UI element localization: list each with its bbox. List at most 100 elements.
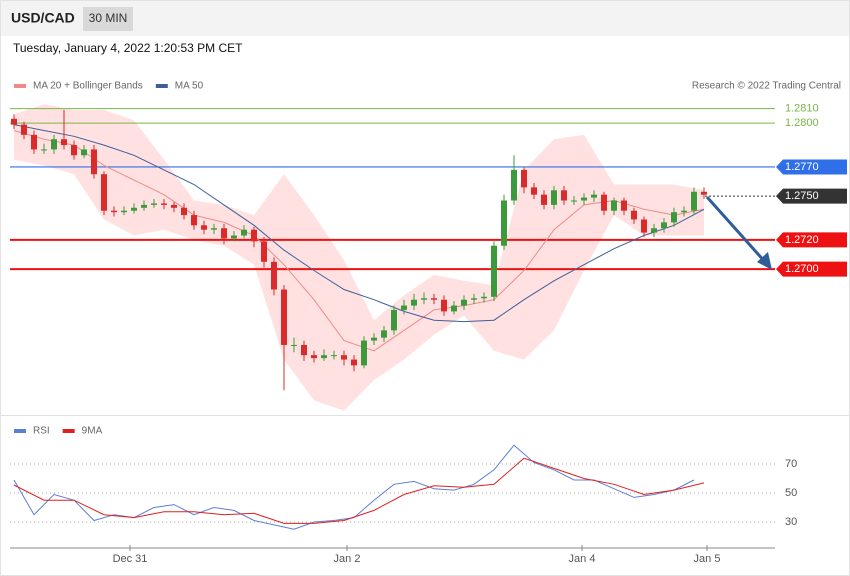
candle-body <box>31 134 37 150</box>
candle-body <box>531 187 537 195</box>
legend-label: MA 20 + Bollinger Bands <box>33 81 143 92</box>
candle-body <box>581 197 587 201</box>
candle-body <box>181 207 187 216</box>
level-label: 1.2700 <box>785 263 819 275</box>
candle-body <box>591 194 597 198</box>
candle-body <box>21 124 27 135</box>
candle-body <box>91 149 97 175</box>
candle-body <box>571 200 577 202</box>
y-tick-label: 50 <box>785 487 797 499</box>
candle-body <box>681 210 687 213</box>
candle-body <box>241 229 247 236</box>
level-label: 1.2800 <box>785 117 819 129</box>
candle-body <box>661 222 667 229</box>
candle-body <box>641 219 647 233</box>
y-tick-label: 30 <box>785 516 797 528</box>
x-tick-label: Dec 31 <box>113 553 148 565</box>
candle-body <box>41 149 47 151</box>
candle-body <box>131 207 137 211</box>
candle-body <box>231 235 237 239</box>
moving-average <box>13 130 705 352</box>
candle-body <box>561 190 567 201</box>
candle-body <box>541 194 547 205</box>
legend-swatch <box>14 429 26 433</box>
candle-body <box>471 298 477 300</box>
candle-body <box>621 200 627 211</box>
candle-body <box>321 355 327 359</box>
level-label: 1.2720 <box>785 234 819 246</box>
candle-body <box>301 344 307 356</box>
candle-body <box>421 298 427 300</box>
candle-body <box>61 139 67 146</box>
candle-body <box>141 204 147 208</box>
x-tick-label: Jan 4 <box>569 553 596 565</box>
candle-body <box>81 149 87 156</box>
legend-swatch <box>14 84 26 88</box>
candle-body <box>371 337 377 341</box>
candle-body <box>121 210 127 213</box>
level-label-box <box>776 261 847 277</box>
moving-average <box>13 124 705 323</box>
forecast-arrow <box>705 196 768 264</box>
candle-body <box>611 200 617 211</box>
source: Research © 2022 Trading Central <box>692 81 841 92</box>
candle-body <box>71 145 77 156</box>
candle-body <box>601 194 607 211</box>
candle-body <box>491 245 497 297</box>
candle-body <box>521 169 527 188</box>
level-label: 1.2810 <box>785 102 819 114</box>
candle-body <box>481 296 487 299</box>
candle-body <box>11 118 17 125</box>
candle-body <box>281 289 287 345</box>
candle-body <box>111 210 117 213</box>
legend-label: 9MA <box>82 426 103 437</box>
timeframe-box <box>83 7 133 31</box>
candle-body <box>191 215 197 226</box>
candle-body <box>361 340 367 366</box>
candle-body <box>501 200 507 246</box>
candle-body <box>171 204 177 208</box>
x-tick-label: Jan 5 <box>694 553 721 565</box>
indicator-line <box>13 457 705 524</box>
bollinger-band <box>14 104 704 411</box>
candle-body <box>701 191 707 195</box>
candle-body <box>271 261 277 290</box>
candle-body <box>401 305 407 310</box>
candle-body <box>511 169 517 201</box>
candle-body <box>451 305 457 312</box>
candle-body <box>671 212 677 223</box>
candle-body <box>441 299 447 312</box>
candle-body <box>221 228 227 239</box>
candle-body <box>251 229 257 242</box>
candle-body <box>211 228 217 230</box>
candle-body <box>351 359 357 366</box>
candle-body <box>161 203 167 205</box>
candle-body <box>51 139 57 150</box>
candle-body <box>101 174 107 211</box>
candle-body <box>291 344 297 346</box>
level-label: 1.2750 <box>785 190 819 202</box>
candle-body <box>331 355 337 357</box>
legend-label: MA 50 <box>175 81 204 92</box>
candle-body <box>261 241 267 262</box>
x-tick-label: Jan 2 <box>334 553 361 565</box>
candle-body <box>391 309 397 331</box>
candle-body <box>381 330 387 338</box>
candle-body <box>461 299 467 306</box>
candle-body <box>691 191 697 211</box>
datetime: Tuesday, January 4, 2022 1:20:53 PM CET <box>13 41 243 55</box>
legend-label: RSI <box>33 426 50 437</box>
level-label: 1.2770 <box>785 161 819 173</box>
legend-swatch <box>155 84 168 88</box>
candle-body <box>201 225 207 230</box>
candle-body <box>651 228 657 233</box>
y-tick-label: 70 <box>785 458 797 470</box>
candle-body <box>431 298 437 300</box>
symbol: USD/CAD <box>11 10 75 26</box>
candle-body <box>341 355 347 360</box>
candle-body <box>311 355 317 359</box>
timeframe: 30 MIN <box>89 11 128 25</box>
level-label-box <box>776 232 847 248</box>
candle-body <box>151 203 157 205</box>
